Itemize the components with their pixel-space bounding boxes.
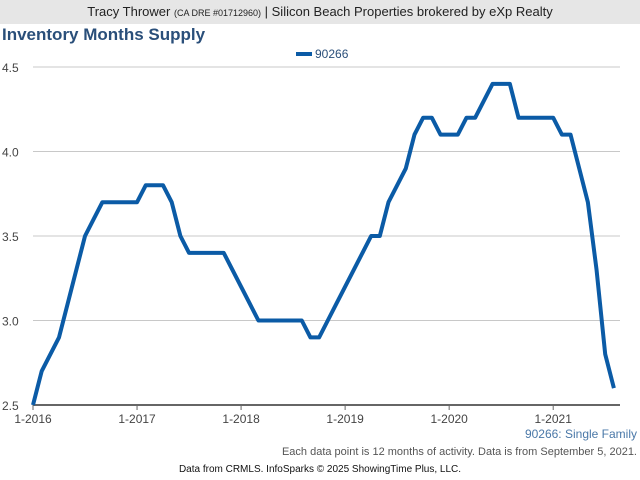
license-number: (CA DRE #01712960)	[173, 8, 262, 18]
x-tick-label: 1-2021	[535, 412, 573, 426]
y-tick-label: 4.5	[2, 61, 19, 75]
footer: Data from CRMLS. InfoSparks © 2025 Showi…	[178, 464, 462, 475]
series-line-90266	[31, 81, 616, 406]
y-tick-label: 3.5	[2, 230, 19, 244]
y-tick-label: 2.5	[2, 399, 19, 413]
agent-name: Tracy Thrower	[87, 4, 171, 19]
legend-label: 90266	[315, 47, 349, 61]
x-tick-label: 1-2016	[14, 412, 52, 426]
x-tick-label: 1-2018	[222, 412, 260, 426]
x-tick-label: 1-2019	[326, 412, 364, 426]
header-bar: Tracy Thrower (CA DRE #01712960) | Silic…	[0, 0, 640, 24]
chart-title: Inventory Months Supply	[2, 25, 206, 44]
brokerage: | Silicon Beach Properties brokered by e…	[264, 4, 553, 19]
x-tick-label: 1-2020	[430, 412, 468, 426]
y-tick-label: 3.0	[2, 315, 19, 329]
chart-subtitle: 90266: Single Family	[524, 427, 637, 441]
y-tick-label: 4.0	[2, 146, 19, 160]
x-tick-label: 1-2017	[118, 412, 156, 426]
data-note: Each data point is 12 months of activity…	[281, 446, 637, 458]
